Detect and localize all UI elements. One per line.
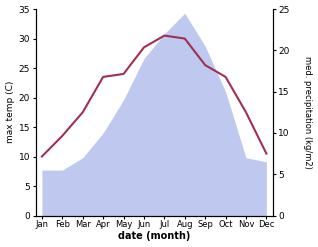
Y-axis label: max temp (C): max temp (C) (5, 81, 15, 144)
Y-axis label: med. precipitation (kg/m2): med. precipitation (kg/m2) (303, 56, 313, 169)
X-axis label: date (month): date (month) (118, 231, 190, 242)
